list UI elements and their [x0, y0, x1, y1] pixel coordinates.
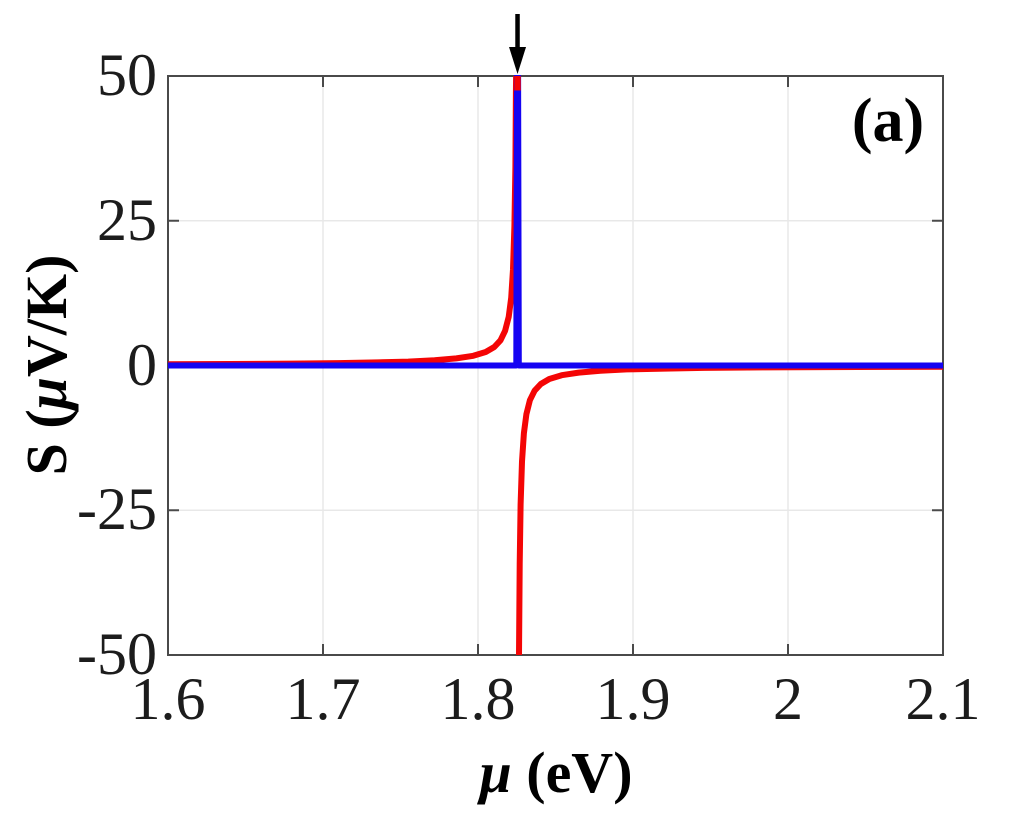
- x-axis-label: μ (eV): [256, 738, 856, 808]
- y-tick-label: 25: [97, 186, 157, 253]
- y-axis-label-pre: S (: [14, 409, 79, 476]
- y-tick-label: -25: [77, 476, 157, 543]
- y-tick-label: -50: [77, 621, 157, 687]
- y-tick-label: 0: [127, 331, 157, 398]
- x-tick-label: 1.9: [595, 666, 671, 732]
- x-tick-label: 1.6: [130, 666, 206, 732]
- y-tick-label: 50: [97, 42, 157, 108]
- x-axis-label-mu: μ: [479, 740, 512, 805]
- x-tick-label: 2.1: [905, 666, 981, 732]
- x-tick-label: 2: [773, 666, 803, 732]
- x-tick-label: 1.7: [285, 666, 361, 732]
- resonance-arrow-icon: [509, 14, 527, 74]
- x-axis-label-rest: (eV): [511, 740, 633, 805]
- x-tick-label: 1.8: [440, 666, 516, 732]
- panel-label: (a): [851, 87, 925, 155]
